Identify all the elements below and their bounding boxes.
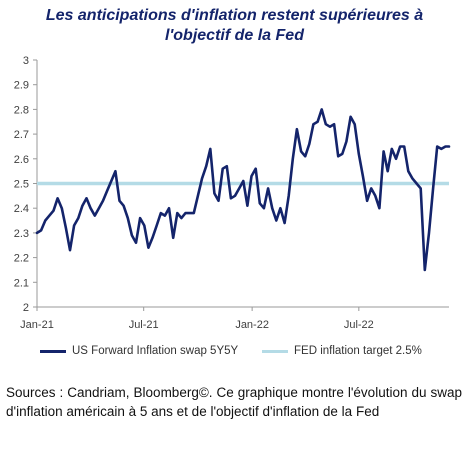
x-tick-label: Jan-22 — [235, 319, 269, 331]
legend-swatch-swap — [40, 349, 66, 353]
y-tick-label: 2.3 — [14, 228, 29, 240]
y-tick-label: 2.8 — [14, 104, 29, 116]
y-tick-label: 2 — [23, 302, 29, 314]
legend: US Forward Inflation swap 5Y5Y FED infla… — [0, 345, 469, 363]
chart-title-line-1: Les anticipations d'inflation restent su… — [45, 7, 424, 24]
legend-item-target: FED inflation target 2.5% — [262, 345, 422, 357]
chart-title: Les anticipations d'inflation restent su… — [0, 6, 469, 46]
x-axis: Jan-21 Jul-21 Jan-22 Jul-22 — [20, 306, 449, 331]
series-layer — [35, 108, 451, 272]
y-tick-label: 2.6 — [14, 154, 29, 166]
y-tick-label: 2.5 — [14, 179, 29, 191]
series-line-forward-swap — [35, 108, 451, 272]
x-tick-label: Jul-21 — [129, 319, 159, 331]
legend-item-swap: US Forward Inflation swap 5Y5Y — [40, 345, 238, 357]
y-tick-label: 2.9 — [14, 80, 29, 92]
legend-label-target: FED inflation target 2.5% — [294, 345, 422, 357]
x-tick-label: Jan-21 — [20, 319, 54, 331]
y-tick-label: 3 — [23, 55, 29, 67]
legend-swatch-target — [262, 349, 288, 353]
chart-title-line-2: l'objectif de la Fed — [165, 27, 304, 44]
caption: Sources : Candriam, Bloomberg©. Ce graph… — [6, 385, 462, 419]
inflation-chart: 2 2.1 2.2 2.3 2.4 2.5 2.6 2.7 2.8 2.9 3 Jan-21 Jul-… — [14, 55, 451, 331]
y-axis: 2 2.1 2.2 2.3 2.4 2.5 2.6 2.7 2.8 2.9 3 — [14, 55, 38, 314]
x-tick-label: Jul-22 — [344, 319, 374, 331]
legend-label-swap: US Forward Inflation swap 5Y5Y — [72, 345, 239, 357]
y-tick-label: 2.4 — [14, 203, 29, 215]
y-tick-label: 2.2 — [14, 253, 29, 265]
y-tick-label: 2.7 — [14, 129, 29, 141]
y-tick-label: 2.1 — [14, 277, 29, 289]
